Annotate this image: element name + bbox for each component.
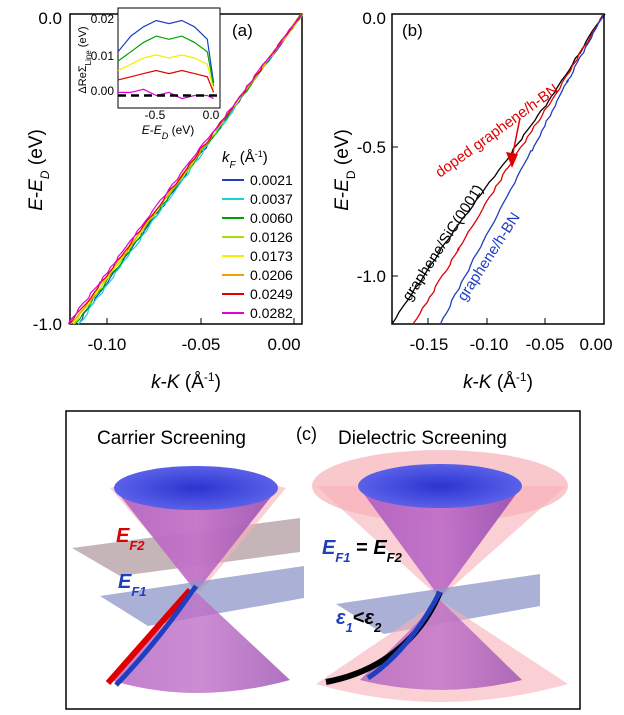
- left-red-line: [105, 588, 193, 685]
- left-blue-line: [114, 584, 199, 687]
- panel-b-ytick-label: 0.0: [362, 9, 386, 28]
- inset-lines: [117, 19, 220, 100]
- inset-xtick-label: -0.5: [145, 108, 166, 122]
- legend-label: 0.0173: [250, 248, 293, 264]
- panel-b-dispersion-lines: [391, 13, 606, 325]
- panel-a-axes: -0.10 -0.05 0.00 0.0 -1.0 k-K (Å-1) E-ED…: [26, 9, 303, 393]
- legend-label: 0.0037: [250, 191, 293, 207]
- legend-label: 0.0249: [250, 286, 293, 302]
- panel-b-xtick-label: -0.15: [410, 335, 449, 354]
- legend-label: 0.0126: [250, 229, 293, 245]
- inset-ylabel: ΔReΣLine (eV): [77, 26, 93, 93]
- left-lower-cone: [110, 592, 290, 693]
- panel-a-dispersion-lines: [67, 13, 304, 325]
- left-upper-cone-top: [114, 466, 278, 510]
- left-cones: EF2 EF1: [72, 466, 304, 693]
- panel-c: (c) Carrier Screening Dielectric Screeni…: [65, 410, 581, 710]
- panel-b-frame: [391, 13, 605, 325]
- left-upper-cone: [114, 488, 278, 592]
- panel-a-inset: 0.02 0.01 0.00 -0.5 0.0 E-ED (eV) ΔReΣLi…: [77, 7, 221, 141]
- panel-b-label: (b): [402, 21, 423, 40]
- panel-a-xtick-label: -0.05: [182, 335, 221, 354]
- panel-b-ylabel: E-ED (eV): [332, 129, 358, 211]
- panel-b-ytick-label: -0.5: [357, 138, 386, 157]
- panel-a-series-line: [67, 13, 303, 325]
- inset-xlabel: E-ED (eV): [142, 123, 195, 141]
- inset-series-line: [117, 54, 215, 90]
- panel-a-legend-items: 0.0021 0.0037 0.0060 0.0126 0.0173 0.0206 0.02…: [222, 172, 293, 321]
- panel-b-xtick-label: 0.00: [579, 335, 612, 354]
- panel-b-series-line: [391, 13, 606, 325]
- inset-ytick-label: 0.01: [91, 49, 115, 63]
- inset-xtick-label: 0.0: [203, 108, 220, 122]
- panel-a-label: (a): [232, 21, 253, 40]
- panel-b-series-line: [439, 13, 605, 325]
- panel-a-xlabel: k-K (Å-1): [151, 370, 221, 393]
- legend-label: 0.0021: [250, 172, 293, 188]
- left-title: Carrier Screening: [97, 428, 246, 449]
- panel-b-series-line: [412, 13, 604, 325]
- panel-a-xtick-label: -0.10: [88, 335, 127, 354]
- panel-a: -0.10 -0.05 0.00 0.0 -1.0 k-K (Å-1) E-ED…: [26, 7, 304, 393]
- inset-series-line: [117, 69, 215, 93]
- legend-label: 0.0282: [250, 305, 293, 321]
- inset-ytick-label: 0.00: [91, 84, 115, 98]
- panel-b-xlabel: k-K (Å-1): [463, 370, 533, 393]
- panel-a-legend-title: kF (Å-1): [222, 149, 268, 171]
- panel-c-label: (c): [296, 424, 317, 444]
- legend-label: 0.0206: [250, 267, 293, 283]
- right-lower-cone: [360, 600, 522, 690]
- panel-a-xtick-label: 0.00: [267, 335, 300, 354]
- panel-b-ytick-label: -1.0: [357, 267, 386, 286]
- inset-ytick-label: 0.02: [91, 12, 115, 26]
- right-blue-line: [366, 590, 443, 681]
- panel-b-xtick-label: -0.05: [526, 335, 565, 354]
- right-upper-cone: [358, 486, 522, 598]
- right-title: Dielectric Screening: [338, 428, 507, 449]
- panel-a-legend: kF (Å-1) 0.00210.00370.00600.01260.01730…: [222, 149, 293, 321]
- right-cones: EF1 = EF2 ε1<ε2: [312, 450, 568, 702]
- panel-b: (b) -0.15 -0.10 -0.05 0.00 0.0 -0.5 -1.0…: [332, 9, 613, 393]
- panel-a-ytick-label: 0.0: [38, 9, 62, 28]
- inset-series-line: [117, 19, 215, 84]
- annotation-arrow-head: [506, 152, 518, 168]
- right-upper-cone-top: [358, 464, 522, 508]
- inset-series-line: [117, 35, 215, 87]
- legend-label: 0.0060: [250, 210, 293, 226]
- annotation-arrow-line: [511, 117, 521, 159]
- left-ef1-plane: [100, 566, 304, 626]
- panel-b-xtick-label: -0.10: [470, 335, 509, 354]
- panel-a-ytick-label: -1.0: [33, 315, 62, 334]
- panel-a-ylabel: E-ED (eV): [26, 129, 52, 211]
